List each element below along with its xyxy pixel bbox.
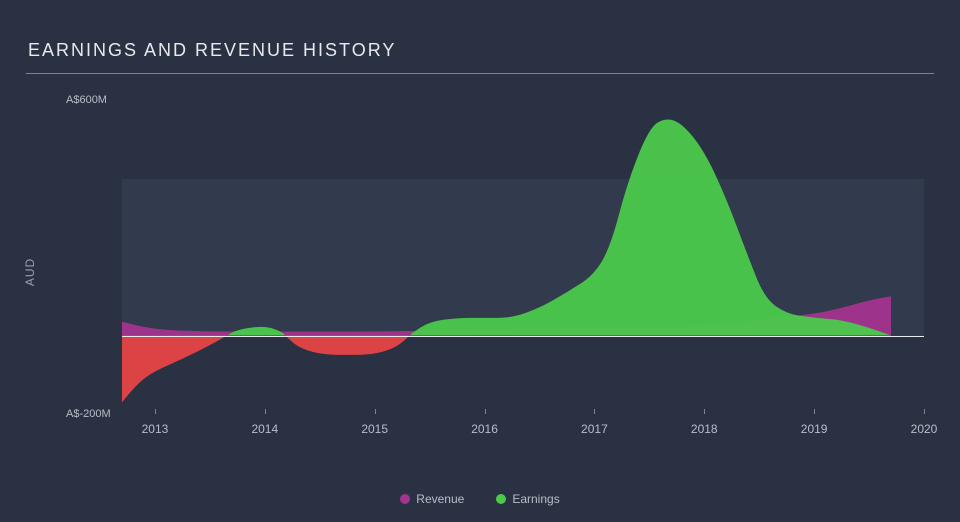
x-tick-mark xyxy=(265,409,266,414)
legend-item-earnings: Earnings xyxy=(496,492,559,506)
earnings-neg-area xyxy=(285,336,409,355)
legend: Revenue Earnings xyxy=(0,492,960,506)
chart-title: EARNINGS AND REVENUE HISTORY xyxy=(26,40,934,61)
area-svg xyxy=(122,100,924,414)
x-tick-mark xyxy=(924,409,925,414)
x-tick-mark xyxy=(594,409,595,414)
earnings-pos-area xyxy=(410,120,891,336)
x-tick-mark xyxy=(485,409,486,414)
x-tick-mark xyxy=(814,409,815,414)
y-axis-label: AUD xyxy=(23,258,37,286)
x-tick-label: 2015 xyxy=(361,422,388,436)
plot-area: 20132014201520162017201820192020 xyxy=(122,100,924,414)
earnings-neg-area xyxy=(122,336,227,403)
y-tick-label: A$600M xyxy=(66,94,107,106)
earnings-pos-area xyxy=(227,327,285,336)
x-tick-label: 2013 xyxy=(142,422,169,436)
x-tick-label: 2014 xyxy=(251,422,278,436)
x-tick-label: 2020 xyxy=(911,422,938,436)
legend-label-revenue: Revenue xyxy=(416,492,464,506)
x-tick-label: 2019 xyxy=(801,422,828,436)
legend-item-revenue: Revenue xyxy=(400,492,464,506)
x-tick-label: 2017 xyxy=(581,422,608,436)
x-tick-mark xyxy=(155,409,156,414)
y-tick-label: A$-200M xyxy=(66,408,111,420)
x-tick-mark xyxy=(375,409,376,414)
chart-wrap: AUD A$600MA$-200M 2013201420152016201720… xyxy=(40,92,934,452)
revenue-swatch-icon xyxy=(400,494,410,504)
zero-baseline xyxy=(122,336,924,338)
earnings-swatch-icon xyxy=(496,494,506,504)
x-tick-label: 2016 xyxy=(471,422,498,436)
chart-container: EARNINGS AND REVENUE HISTORY AUD A$600M A… xyxy=(0,0,960,522)
legend-label-earnings: Earnings xyxy=(512,492,559,506)
x-tick-mark xyxy=(704,409,705,414)
x-tick-label: 2018 xyxy=(691,422,718,436)
title-underline xyxy=(26,73,934,74)
